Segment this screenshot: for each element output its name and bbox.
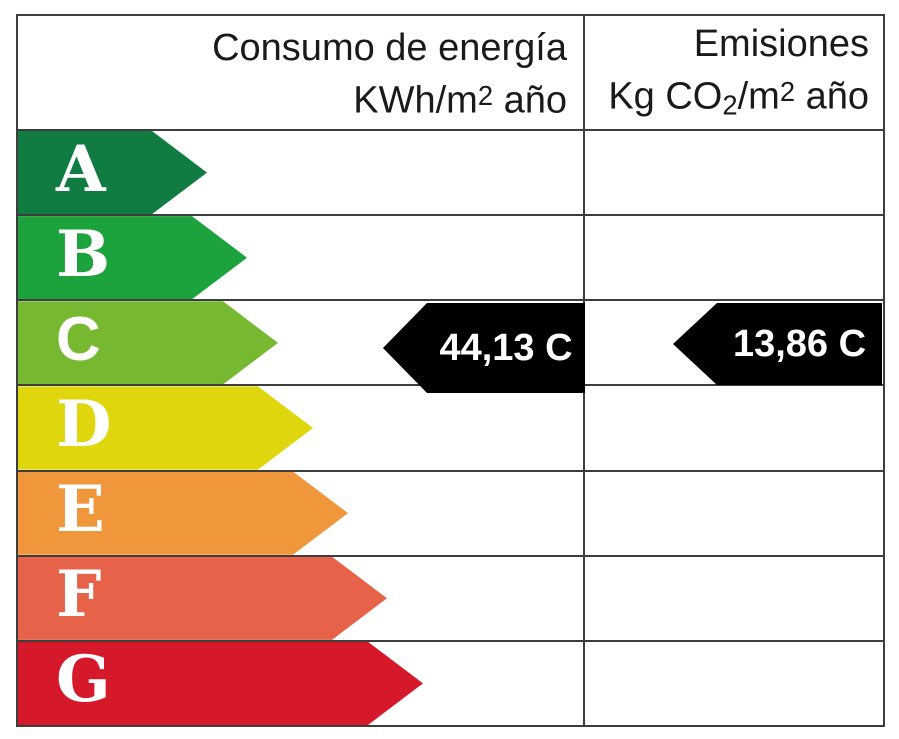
rating-letter-B: B — [56, 216, 111, 292]
rating-letter-F: F — [56, 557, 102, 633]
rating-bar-D: D — [18, 386, 313, 469]
rating-letter-E: E — [56, 472, 105, 548]
rating-row-C: C — [18, 299, 883, 384]
rating-row-G: G — [18, 639, 883, 725]
consumption-column-header: Consumo de energía KWh/m2 año — [18, 16, 583, 129]
energy-rating-table: Consumo de energía KWh/m2 año Emisiones … — [16, 14, 885, 727]
rating-row-A: A — [18, 129, 883, 214]
rating-letter-G: G — [56, 642, 111, 718]
consumption-unit-suffix: año — [493, 79, 567, 122]
emissions-header-line1: Emisiones — [693, 22, 869, 65]
emissions-column-header: Emisiones Kg CO2/m2 año — [583, 16, 883, 129]
rating-bar-F: F — [18, 557, 387, 640]
consumption-unit-prefix: KWh/m — [353, 79, 478, 122]
consumption-value: 44,13 C — [439, 326, 573, 369]
rating-bar-A: A — [18, 131, 207, 214]
rating-row-B: B — [18, 214, 883, 299]
emissions-value: 13,86 C — [732, 322, 867, 365]
emissions-unit-superscript-2: 2 — [779, 75, 796, 107]
rating-bar-E: E — [18, 472, 348, 555]
emissions-header-line2: Kg CO2/m2 año — [583, 68, 869, 129]
rating-letter-D: D — [56, 386, 112, 462]
emissions-unit-suffix: año — [795, 75, 869, 118]
rating-row-F: F — [18, 554, 883, 640]
rating-bar-G: G — [18, 642, 423, 725]
consumption-header-line2: KWh/m2 año — [18, 72, 567, 125]
consumption-unit-superscript-2: 2 — [477, 79, 494, 111]
rating-bar-C: C — [18, 301, 278, 384]
consumption-header-line1: Consumo de energía — [212, 26, 567, 69]
emissions-co2-subscript-2: 2 — [722, 89, 738, 121]
rating-bar-B: B — [18, 216, 247, 299]
rating-letter-C: C — [56, 304, 101, 374]
emissions-unit-prefix: Kg CO — [608, 75, 723, 118]
consumption-value-arrow: 44,13 C — [383, 303, 585, 393]
rating-row-D: D — [18, 384, 883, 469]
rating-letter-A: A — [56, 131, 106, 207]
rating-row-E: E — [18, 469, 883, 555]
table-header: Consumo de energía KWh/m2 año Emisiones … — [18, 16, 883, 129]
emissions-unit-mid: /m — [737, 75, 780, 118]
emissions-value-arrow: 13,86 C — [673, 303, 882, 385]
